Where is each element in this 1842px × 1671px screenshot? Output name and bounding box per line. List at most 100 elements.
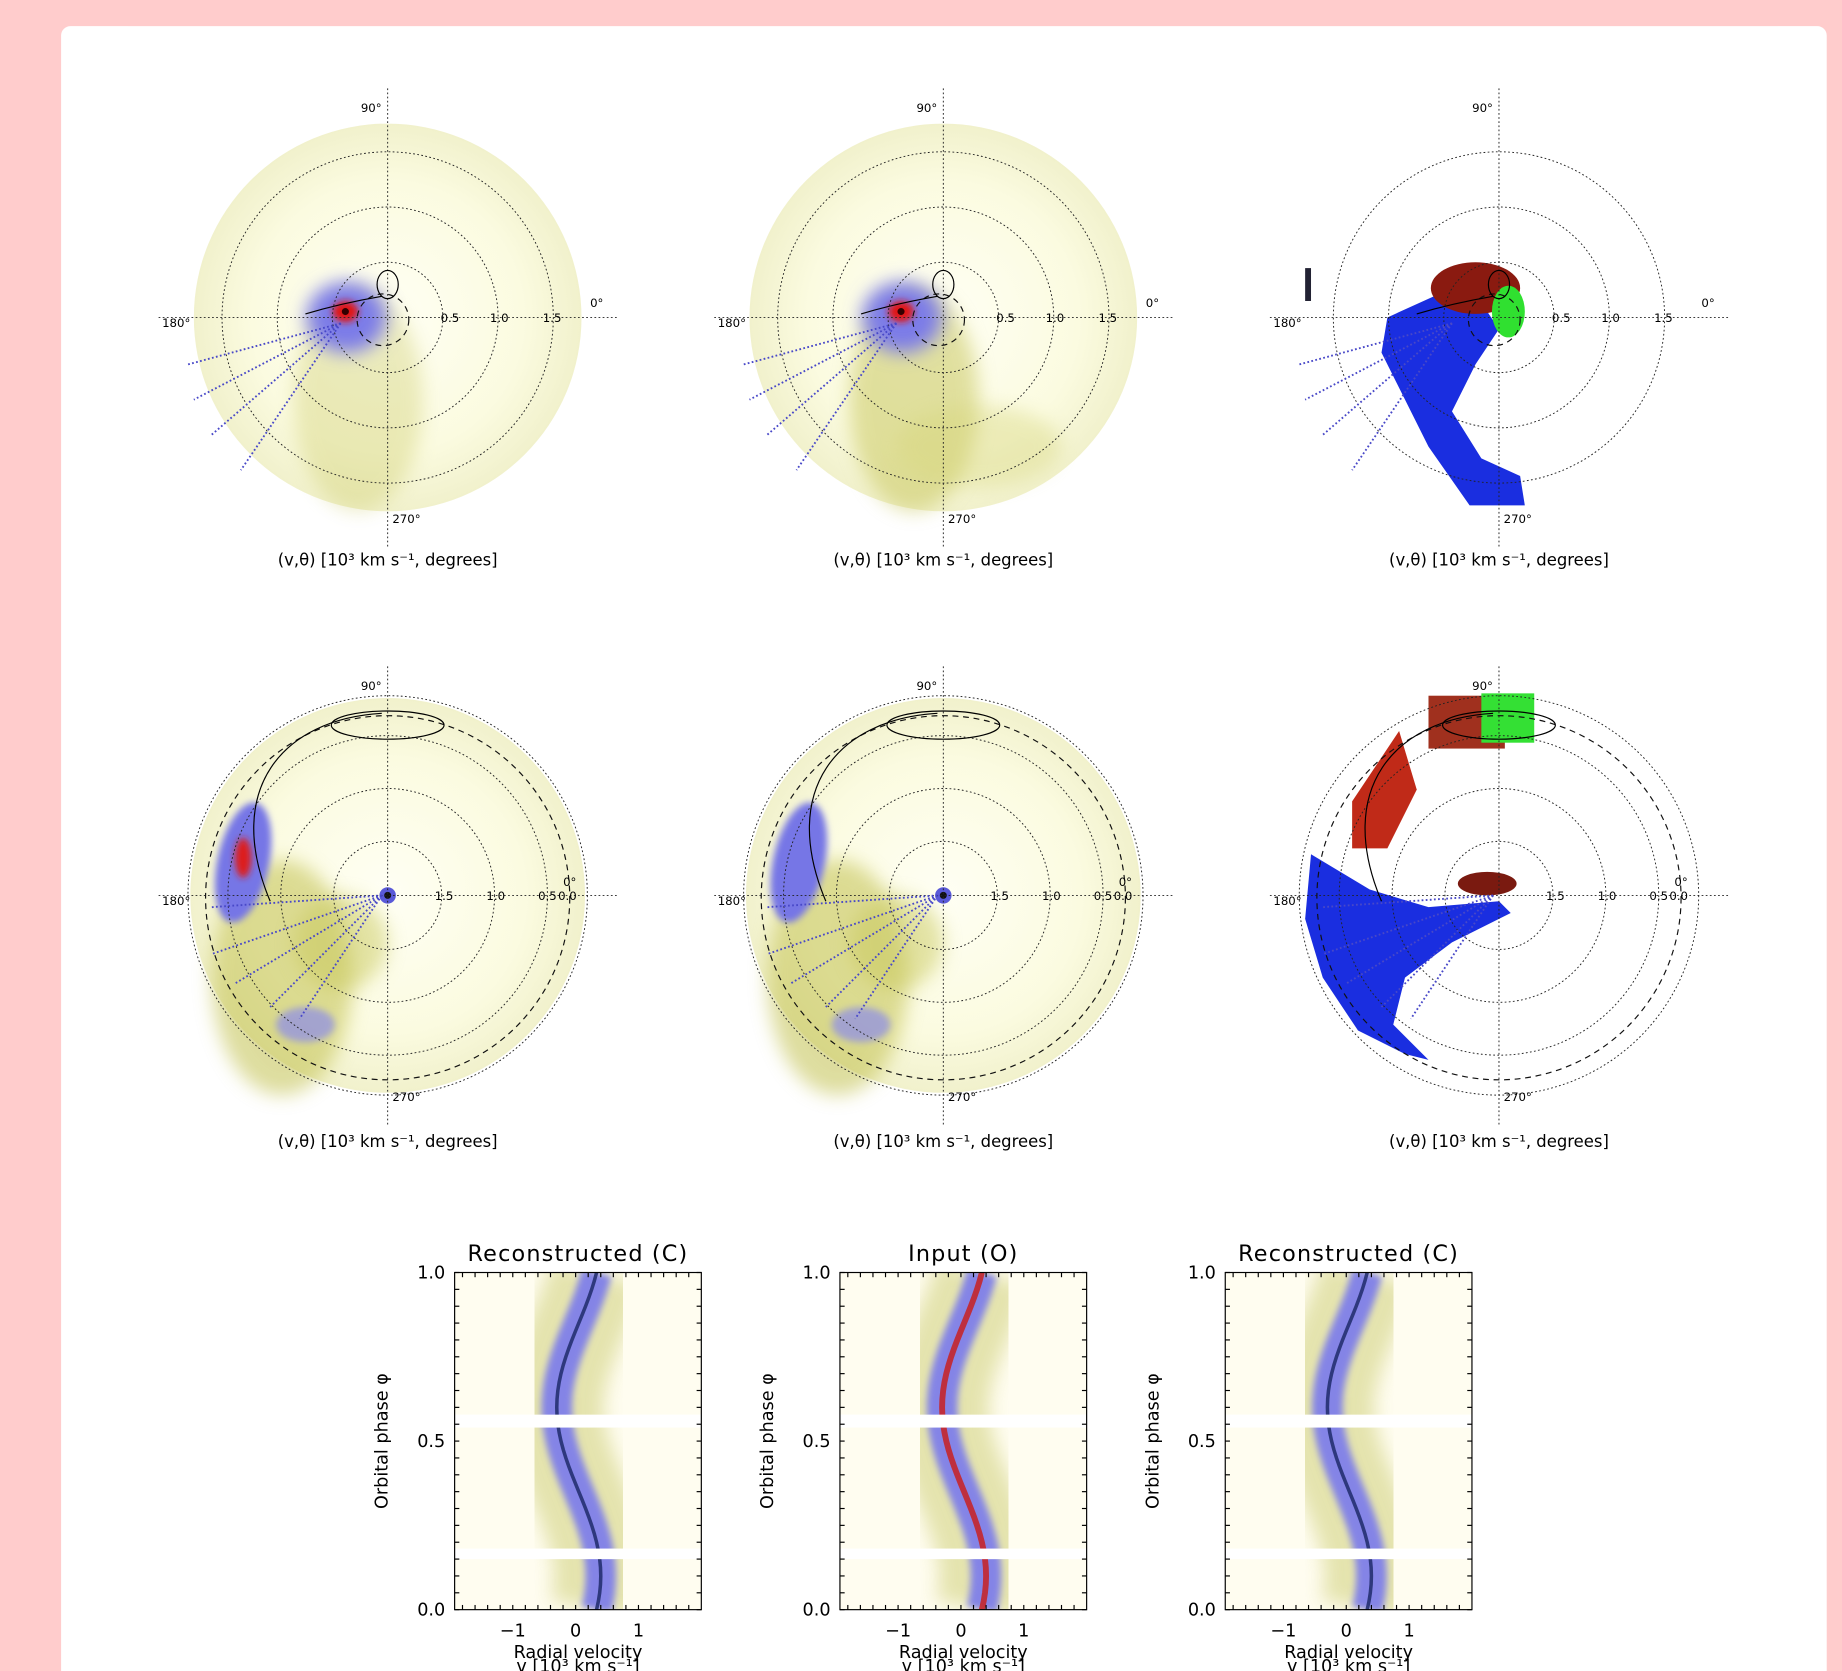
y-tick-label: 0.0 bbox=[1188, 1601, 1216, 1621]
map-feature bbox=[896, 406, 1060, 488]
y-tick-label: 1.0 bbox=[1188, 1263, 1216, 1283]
x-tick-label: −1 bbox=[885, 1622, 911, 1642]
gap bbox=[455, 1415, 702, 1428]
map-feature bbox=[294, 895, 388, 989]
x-unit: v [10³ km s⁻¹] bbox=[902, 1657, 1025, 1671]
y-label: Orbital phase φ bbox=[758, 1373, 778, 1509]
panel-title: Input (O) bbox=[908, 1241, 1018, 1267]
angle-label: 270° bbox=[392, 512, 420, 526]
y-tick-label: 1.0 bbox=[417, 1263, 445, 1283]
radius-label: 0.0 bbox=[558, 889, 577, 903]
spectrum bbox=[1225, 1273, 1472, 1610]
gap bbox=[1225, 1549, 1472, 1560]
angle-label: 180° bbox=[1273, 894, 1301, 908]
y-label: Orbital phase φ bbox=[373, 1373, 393, 1509]
radius-label: 1.0 bbox=[1598, 889, 1617, 903]
radius-label: 0.5 bbox=[538, 889, 557, 903]
velocity-region bbox=[1481, 693, 1534, 742]
gap bbox=[455, 1549, 702, 1560]
gap bbox=[1225, 1415, 1472, 1428]
y-label: Orbital phase φ bbox=[1143, 1373, 1163, 1509]
angle-label: 270° bbox=[948, 1090, 976, 1104]
radius-label: 1.5 bbox=[1654, 311, 1673, 325]
spectrum bbox=[455, 1273, 702, 1610]
angle-label: 0° bbox=[590, 296, 603, 310]
angle-label: 0° bbox=[1674, 875, 1687, 889]
radius-label: 1.0 bbox=[1042, 889, 1061, 903]
map-feature bbox=[342, 308, 349, 315]
figure: 90° 180° 0° 270° 0.5 1.0 1.5 (v,θ) [10³ km s⁻¹,… bbox=[0, 0, 1842, 1671]
angle-label: 270° bbox=[948, 512, 976, 526]
panel-title: Reconstructed (C) bbox=[1238, 1241, 1459, 1267]
angle-label: 0° bbox=[1701, 296, 1714, 310]
radius-label: 1.0 bbox=[1601, 311, 1620, 325]
angle-label: 90° bbox=[916, 679, 937, 693]
radius-label: 1.0 bbox=[490, 311, 509, 325]
radius-label: 0.5 bbox=[996, 311, 1015, 325]
angle-label: 180° bbox=[1273, 316, 1301, 330]
y-tick-label: 0.5 bbox=[803, 1432, 831, 1452]
x-unit: v [10³ km s⁻¹] bbox=[516, 1657, 639, 1671]
radius-label: 0.5 bbox=[1552, 311, 1571, 325]
caption: (v,θ) [10³ km s⁻¹, degrees] bbox=[278, 550, 498, 569]
radius-label: 0.5 bbox=[1094, 889, 1113, 903]
map-feature bbox=[849, 895, 943, 989]
map-feature bbox=[235, 838, 251, 878]
angle-label: 90° bbox=[361, 679, 382, 693]
velocity-region bbox=[1458, 872, 1517, 895]
page: {"polar_panels":[ {"angle_labels":{"top"… bbox=[0, 0, 1842, 1671]
velocity-region bbox=[1492, 286, 1525, 338]
angle-label: 90° bbox=[361, 101, 382, 115]
radius-label: 1.5 bbox=[543, 311, 562, 325]
x-tick-label: 0 bbox=[570, 1622, 581, 1642]
x-unit: v [10³ km s⁻¹] bbox=[1287, 1657, 1410, 1671]
spectrum bbox=[840, 1273, 1087, 1610]
angle-label: 270° bbox=[392, 1090, 420, 1104]
angle-label: 180° bbox=[718, 316, 746, 330]
radius-label: 1.0 bbox=[486, 889, 505, 903]
radius-label: 0.0 bbox=[1114, 889, 1133, 903]
angle-label: 180° bbox=[718, 894, 746, 908]
x-tick-label: 0 bbox=[955, 1622, 966, 1642]
y-tick-label: 1.0 bbox=[803, 1263, 831, 1283]
angle-label: 0° bbox=[563, 875, 576, 889]
x-tick-label: 1 bbox=[1403, 1622, 1414, 1642]
caption: (v,θ) [10³ km s⁻¹, degrees] bbox=[1389, 1132, 1609, 1151]
map-feature bbox=[276, 1007, 335, 1042]
radius-label: 0.5 bbox=[441, 311, 460, 325]
radius-label: 1.0 bbox=[1046, 311, 1065, 325]
map-feature bbox=[832, 1007, 891, 1042]
caption: (v,θ) [10³ km s⁻¹, degrees] bbox=[833, 1132, 1053, 1151]
radius-label: 1.5 bbox=[1546, 889, 1565, 903]
angle-label: 180° bbox=[162, 894, 190, 908]
angle-label: 90° bbox=[1472, 101, 1493, 115]
panel-title: Reconstructed (C) bbox=[468, 1241, 689, 1267]
caption: (v,θ) [10³ km s⁻¹, degrees] bbox=[278, 1132, 498, 1151]
gap bbox=[840, 1415, 1087, 1428]
angle-label: 90° bbox=[916, 101, 937, 115]
x-tick-label: 0 bbox=[1341, 1622, 1352, 1642]
radius-label: 0.0 bbox=[1669, 889, 1688, 903]
radius-label: 1.5 bbox=[990, 889, 1009, 903]
y-tick-label: 0.0 bbox=[803, 1601, 831, 1621]
radius-label: 1.5 bbox=[1098, 311, 1117, 325]
x-tick-label: −1 bbox=[1270, 1622, 1296, 1642]
angle-label: 0° bbox=[1119, 875, 1132, 889]
angle-label: 0° bbox=[1146, 296, 1159, 310]
gap bbox=[840, 1549, 1087, 1560]
angle-label: 270° bbox=[1504, 1090, 1532, 1104]
y-tick-label: 0.5 bbox=[417, 1432, 445, 1452]
y-tick-label: 0.5 bbox=[1188, 1432, 1216, 1452]
map-feature bbox=[898, 308, 905, 315]
angle-label: 90° bbox=[1472, 679, 1493, 693]
caption: (v,θ) [10³ km s⁻¹, degrees] bbox=[833, 550, 1053, 569]
velocity-region bbox=[1305, 268, 1311, 301]
x-tick-label: 1 bbox=[1018, 1622, 1029, 1642]
y-tick-label: 0.0 bbox=[417, 1601, 445, 1621]
angle-label: 180° bbox=[162, 316, 190, 330]
caption: (v,θ) [10³ km s⁻¹, degrees] bbox=[1389, 550, 1609, 569]
angle-label: 270° bbox=[1504, 512, 1532, 526]
radius-label: 1.5 bbox=[435, 889, 454, 903]
radius-label: 0.5 bbox=[1649, 889, 1668, 903]
x-tick-label: 1 bbox=[633, 1622, 644, 1642]
